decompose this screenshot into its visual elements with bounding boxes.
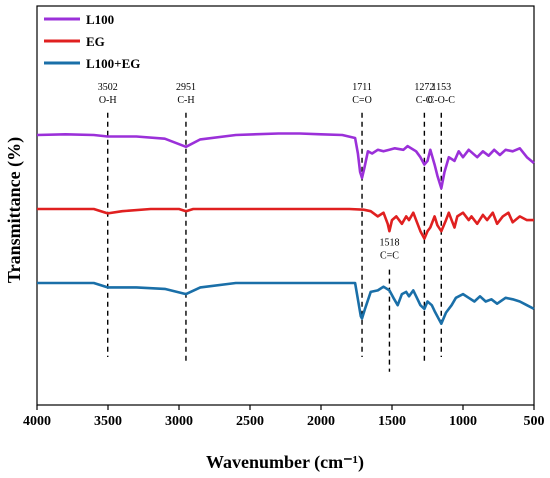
annotation-group: C=O bbox=[352, 95, 372, 106]
x-tick-label: 1000 bbox=[449, 414, 477, 429]
annotation-group: C-O-C bbox=[428, 95, 456, 106]
annotation-wavenumber: 1518 bbox=[379, 238, 399, 249]
plot-frame bbox=[36, 5, 535, 406]
series-line-2 bbox=[37, 207, 534, 240]
x-tick-label: 500 bbox=[524, 414, 545, 429]
x-axis-title: Wavenumber (cm⁻¹) bbox=[206, 452, 364, 473]
legend-label: EG bbox=[86, 34, 105, 49]
annotation-group: C-H bbox=[177, 95, 194, 106]
annotation-labels: 3502 O-H 2951 C-H 1711 C=O 1272 C-O 1153 C-O-C 151… bbox=[98, 82, 455, 262]
x-tick-label: 2000 bbox=[307, 414, 335, 429]
x-tick-label: 3500 bbox=[94, 414, 122, 429]
legend-label: L100 bbox=[86, 12, 114, 27]
annotation-wavenumber: 1272 bbox=[414, 82, 434, 93]
legend-label: L100+EG bbox=[86, 56, 140, 71]
series-line-1 bbox=[36, 132, 535, 190]
annotation-lines bbox=[107, 112, 442, 372]
y-axis-title: Transmittance (%) bbox=[4, 137, 25, 283]
series-line-3 bbox=[37, 281, 535, 325]
annotation-group: C=C bbox=[380, 251, 399, 262]
annotation-group: O-H bbox=[99, 95, 117, 106]
x-tick-label: 3000 bbox=[165, 414, 193, 429]
legend: L100 EG L100+EG bbox=[44, 12, 140, 71]
x-tick-label: 2500 bbox=[236, 414, 264, 429]
annotation-wavenumber: 1153 bbox=[431, 82, 451, 93]
series-layer bbox=[36, 132, 535, 325]
x-tick-label: 4000 bbox=[23, 414, 51, 429]
x-axis: 4000 3500 3000 2500 2000 1500 1000 500 bbox=[23, 405, 545, 429]
annotation-wavenumber: 3502 bbox=[98, 82, 118, 93]
annotation-wavenumber: 1711 bbox=[352, 82, 372, 93]
x-tick-label: 1500 bbox=[378, 414, 406, 429]
annotation-wavenumber: 2951 bbox=[176, 82, 196, 93]
annotation-group: C-O bbox=[416, 95, 433, 106]
